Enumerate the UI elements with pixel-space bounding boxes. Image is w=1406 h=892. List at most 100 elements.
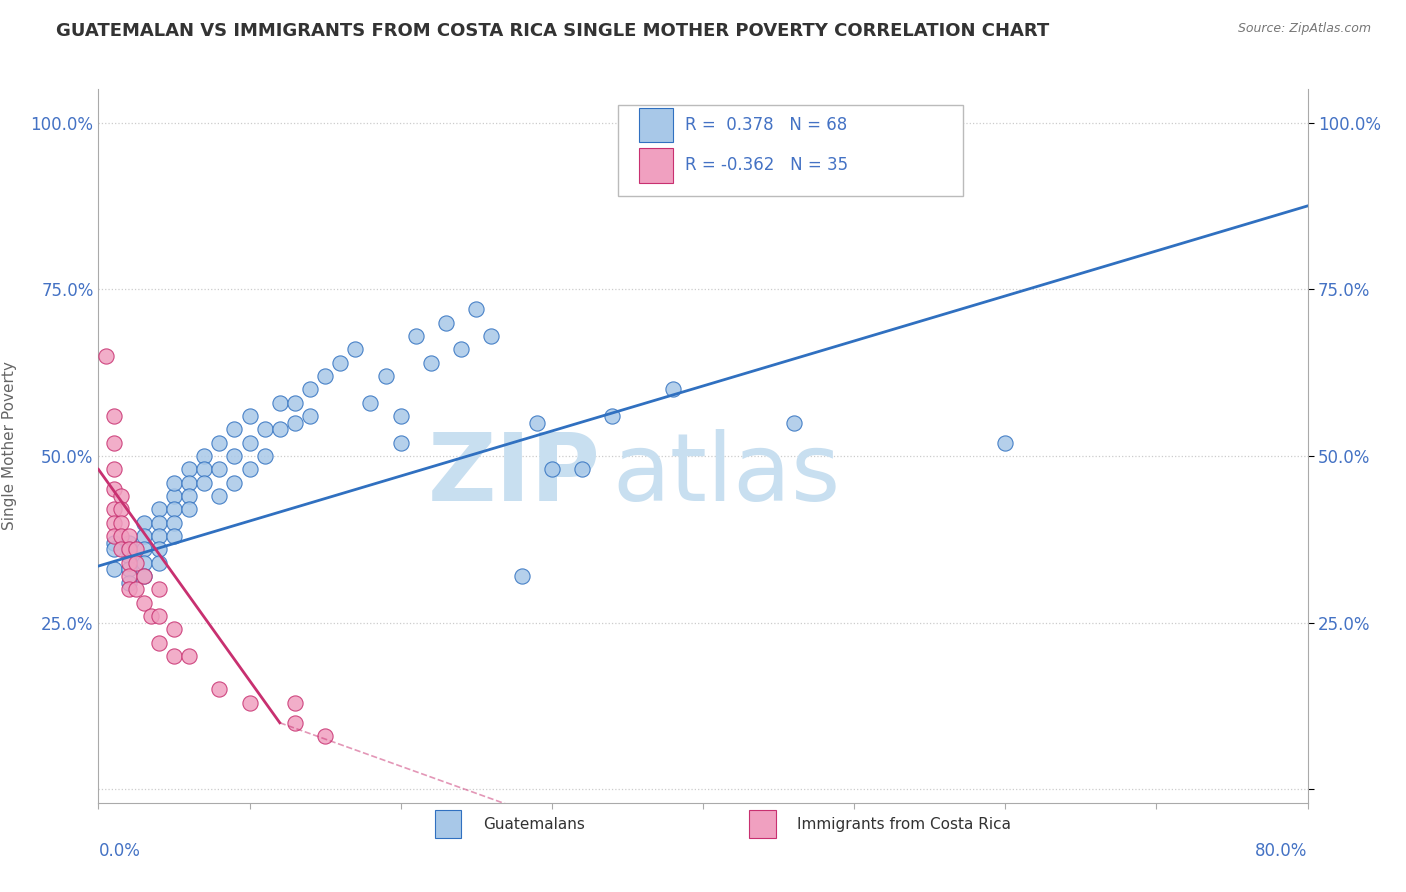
- Point: [783, 416, 806, 430]
- Point: [284, 696, 307, 710]
- Point: [389, 409, 412, 423]
- Point: [540, 462, 562, 476]
- Text: 0.0%: 0.0%: [98, 842, 141, 860]
- Point: [148, 529, 170, 543]
- Point: [179, 502, 201, 516]
- Text: Immigrants from Costa Rica: Immigrants from Costa Rica: [797, 817, 1011, 831]
- Point: [94, 349, 117, 363]
- Point: [163, 649, 186, 664]
- Point: [110, 516, 132, 530]
- Point: [299, 409, 322, 423]
- Point: [132, 529, 155, 543]
- Y-axis label: Single Mother Poverty: Single Mother Poverty: [1, 361, 17, 531]
- Point: [103, 529, 125, 543]
- Point: [434, 316, 457, 330]
- Point: [148, 609, 170, 624]
- FancyBboxPatch shape: [619, 105, 963, 196]
- Point: [344, 343, 367, 357]
- Point: [329, 356, 352, 370]
- Point: [602, 409, 624, 423]
- Point: [103, 516, 125, 530]
- Point: [224, 449, 246, 463]
- Point: [239, 409, 262, 423]
- Point: [208, 489, 231, 503]
- Point: [132, 569, 155, 583]
- Point: [118, 569, 141, 583]
- Text: GUATEMALAN VS IMMIGRANTS FROM COSTA RICA SINGLE MOTHER POVERTY CORRELATION CHART: GUATEMALAN VS IMMIGRANTS FROM COSTA RICA…: [56, 22, 1049, 40]
- Text: Source: ZipAtlas.com: Source: ZipAtlas.com: [1237, 22, 1371, 36]
- Point: [360, 395, 382, 409]
- Point: [103, 483, 125, 497]
- Bar: [434, 810, 461, 838]
- Point: [125, 582, 148, 597]
- Point: [193, 449, 215, 463]
- Point: [179, 462, 201, 476]
- Point: [163, 529, 186, 543]
- Point: [110, 489, 132, 503]
- Text: 80.0%: 80.0%: [1256, 842, 1308, 860]
- Point: [481, 329, 503, 343]
- Point: [132, 556, 155, 570]
- Point: [110, 502, 132, 516]
- Point: [208, 462, 231, 476]
- Point: [299, 382, 322, 396]
- Bar: [638, 108, 673, 142]
- Point: [239, 435, 262, 450]
- Point: [103, 435, 125, 450]
- Point: [141, 609, 163, 624]
- Point: [239, 696, 262, 710]
- Point: [148, 556, 170, 570]
- Point: [118, 535, 141, 549]
- Point: [118, 529, 141, 543]
- Point: [118, 582, 141, 597]
- Point: [208, 682, 231, 697]
- Text: atlas: atlas: [613, 428, 841, 521]
- Point: [110, 529, 132, 543]
- Bar: [638, 148, 673, 183]
- Point: [163, 502, 186, 516]
- Point: [193, 475, 215, 490]
- Point: [148, 502, 170, 516]
- Text: Guatemalans: Guatemalans: [482, 817, 585, 831]
- Point: [284, 416, 307, 430]
- Point: [239, 462, 262, 476]
- Point: [118, 542, 141, 557]
- Point: [208, 435, 231, 450]
- Point: [163, 489, 186, 503]
- Point: [118, 542, 141, 557]
- Text: ZIP: ZIP: [427, 428, 600, 521]
- Text: R = -0.362   N = 35: R = -0.362 N = 35: [685, 156, 848, 175]
- Point: [314, 729, 336, 743]
- Point: [132, 516, 155, 530]
- Point: [269, 395, 291, 409]
- Point: [314, 368, 336, 383]
- Point: [103, 462, 125, 476]
- Point: [994, 435, 1017, 450]
- Point: [510, 569, 533, 583]
- Bar: [749, 810, 776, 838]
- Point: [465, 302, 488, 317]
- Point: [179, 649, 201, 664]
- Point: [148, 516, 170, 530]
- Point: [110, 542, 132, 557]
- Point: [148, 636, 170, 650]
- Point: [179, 489, 201, 503]
- Point: [118, 562, 141, 576]
- Point: [269, 422, 291, 436]
- Point: [163, 475, 186, 490]
- Point: [132, 596, 155, 610]
- Point: [103, 535, 125, 549]
- Point: [526, 416, 548, 430]
- Point: [284, 395, 307, 409]
- Point: [125, 556, 148, 570]
- Point: [132, 569, 155, 583]
- Point: [450, 343, 472, 357]
- Point: [661, 382, 683, 396]
- Point: [405, 329, 427, 343]
- Point: [571, 462, 593, 476]
- Point: [224, 422, 246, 436]
- Point: [193, 462, 215, 476]
- Point: [284, 715, 307, 730]
- Point: [103, 409, 125, 423]
- Point: [148, 582, 170, 597]
